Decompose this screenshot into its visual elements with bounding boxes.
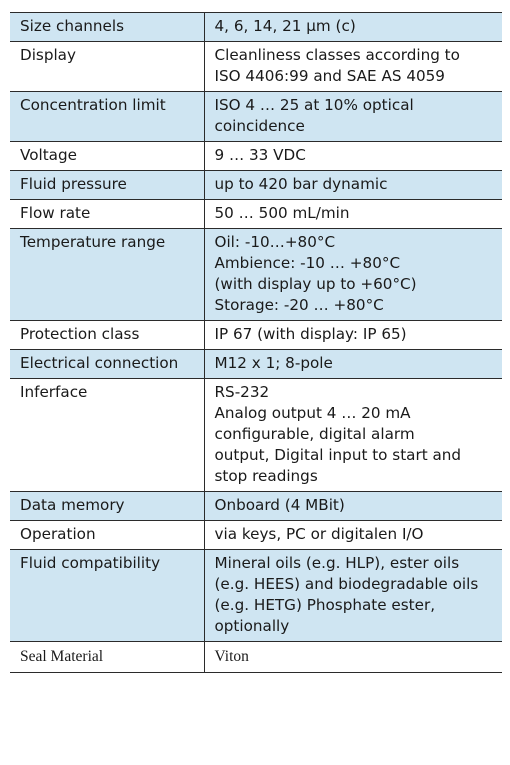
spec-row-temperature-range: Temperature range Oil: -10…+80°C Ambienc… — [10, 228, 502, 321]
spec-value: M12 x 1; 8-pole — [204, 349, 502, 379]
spec-row-operation: Operation via keys, PC or digitalen I/O — [10, 520, 502, 550]
spec-value: via keys, PC or digitalen I/O — [204, 520, 502, 550]
spec-value: up to 420 bar dynamic — [204, 170, 502, 200]
spec-value: 50 … 500 mL/min — [204, 199, 502, 229]
spec-label: Inferface — [10, 378, 205, 492]
spec-label: Fluid pressure — [10, 170, 205, 200]
spec-value: Viton — [204, 641, 502, 673]
spec-value: Oil: -10…+80°C Ambience: -10 … +80°C (wi… — [204, 228, 502, 321]
spec-row-fluid-compatibility: Fluid compatibility Mineral oils (e.g. H… — [10, 549, 502, 642]
spec-value: Onboard (4 MBit) — [204, 491, 502, 521]
spec-label: Operation — [10, 520, 205, 550]
spec-value: Cleanliness classes according to ISO 440… — [204, 41, 502, 92]
spec-value: ISO 4 … 25 at 10% optical coincidence — [204, 91, 502, 142]
spec-label: Fluid compatibility — [10, 549, 205, 642]
spec-value: 9 … 33 VDC — [204, 141, 502, 171]
spec-row-protection-class: Protection class IP 67 (with display: IP… — [10, 320, 502, 350]
spec-row-flow-rate: Flow rate 50 … 500 mL/min — [10, 199, 502, 229]
spec-label: Seal Material — [10, 641, 205, 673]
spec-row-concentration-limit: Concentration limit ISO 4 … 25 at 10% op… — [10, 91, 502, 142]
spec-row-size-channels: Size channels 4, 6, 14, 21 µm (c) — [10, 12, 502, 42]
spec-label: Temperature range — [10, 228, 205, 321]
spec-row-interface: Inferface RS-232 Analog output 4 … 20 mA… — [10, 378, 502, 492]
specification-table-body: Size channels 4, 6, 14, 21 µm (c) Displa… — [10, 12, 502, 673]
spec-row-data-memory: Data memory Onboard (4 MBit) — [10, 491, 502, 521]
spec-label: Data memory — [10, 491, 205, 521]
spec-label: Display — [10, 41, 205, 92]
specification-table: Size channels 4, 6, 14, 21 µm (c) Displa… — [10, 12, 502, 673]
spec-label: Electrical connection — [10, 349, 205, 379]
spec-row-electrical-connection: Electrical connection M12 x 1; 8-pole — [10, 349, 502, 379]
spec-label: Protection class — [10, 320, 205, 350]
spec-row-display: Display Cleanliness classes according to… — [10, 41, 502, 92]
spec-label: Flow rate — [10, 199, 205, 229]
spec-value: IP 67 (with display: IP 65) — [204, 320, 502, 350]
spec-label: Concentration limit — [10, 91, 205, 142]
spec-row-voltage: Voltage 9 … 33 VDC — [10, 141, 502, 171]
spec-value: 4, 6, 14, 21 µm (c) — [204, 12, 502, 42]
spec-row-fluid-pressure: Fluid pressure up to 420 bar dynamic — [10, 170, 502, 200]
spec-label: Voltage — [10, 141, 205, 171]
spec-value: RS-232 Analog output 4 … 20 mA configura… — [204, 378, 502, 492]
spec-value: Mineral oils (e.g. HLP), ester oils (e.g… — [204, 549, 502, 642]
spec-label: Size channels — [10, 12, 205, 42]
spec-row-seal-material: Seal Material Viton — [10, 641, 502, 673]
